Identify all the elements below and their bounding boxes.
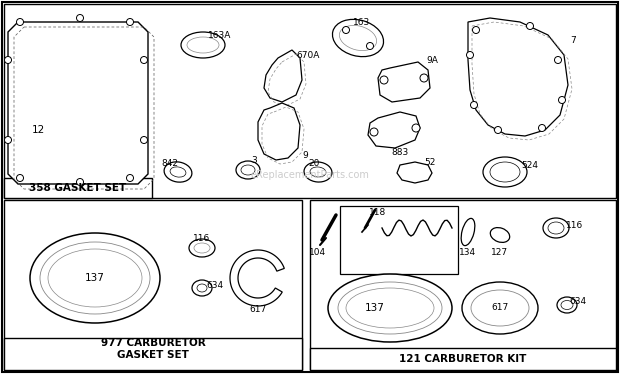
Ellipse shape	[346, 288, 434, 328]
Polygon shape	[264, 50, 302, 102]
Ellipse shape	[554, 56, 562, 64]
Bar	[4, 4, 616, 198]
Ellipse shape	[483, 157, 527, 187]
Ellipse shape	[30, 233, 160, 323]
Text: 9A: 9A	[426, 55, 438, 64]
Ellipse shape	[526, 22, 533, 30]
Ellipse shape	[197, 284, 207, 292]
Ellipse shape	[194, 243, 210, 253]
Bar	[310, 348, 616, 370]
Text: 20: 20	[308, 159, 320, 168]
Text: 670A: 670A	[296, 50, 320, 59]
Ellipse shape	[490, 162, 520, 182]
Ellipse shape	[310, 167, 326, 177]
Ellipse shape	[76, 15, 84, 21]
Ellipse shape	[164, 162, 192, 182]
Text: 9: 9	[302, 150, 308, 159]
Ellipse shape	[561, 300, 573, 310]
Ellipse shape	[559, 96, 565, 104]
Ellipse shape	[304, 162, 332, 182]
Bar	[4, 178, 152, 198]
Bar	[340, 206, 458, 274]
Text: 163A: 163A	[208, 31, 232, 40]
Ellipse shape	[17, 175, 24, 181]
Text: 116: 116	[193, 233, 211, 242]
Ellipse shape	[557, 297, 577, 313]
Text: 121 CARBURETOR KIT: 121 CARBURETOR KIT	[399, 354, 526, 364]
Ellipse shape	[48, 249, 142, 307]
Text: 977 CARBURETOR
GASKET SET: 977 CARBURETOR GASKET SET	[100, 338, 205, 360]
Text: 127: 127	[492, 248, 508, 257]
Polygon shape	[258, 103, 300, 160]
Ellipse shape	[366, 43, 373, 49]
Polygon shape	[378, 62, 430, 102]
Text: 842: 842	[161, 159, 179, 168]
Ellipse shape	[189, 239, 215, 257]
Text: 163: 163	[353, 18, 371, 27]
Text: 3: 3	[251, 156, 257, 165]
Polygon shape	[230, 250, 285, 306]
Ellipse shape	[342, 27, 350, 34]
Ellipse shape	[332, 19, 384, 56]
Ellipse shape	[472, 27, 479, 34]
Ellipse shape	[495, 126, 502, 134]
Ellipse shape	[471, 101, 477, 108]
Text: 883: 883	[391, 147, 409, 156]
Polygon shape	[8, 22, 148, 184]
Text: 7: 7	[570, 36, 576, 45]
Ellipse shape	[471, 290, 529, 326]
Bar	[310, 200, 616, 370]
Text: 12: 12	[32, 125, 45, 135]
Ellipse shape	[126, 175, 133, 181]
Polygon shape	[468, 18, 568, 136]
Ellipse shape	[187, 37, 219, 53]
Text: 137: 137	[365, 303, 385, 313]
Ellipse shape	[181, 32, 225, 58]
Text: 524: 524	[521, 160, 539, 169]
Ellipse shape	[543, 218, 569, 238]
Ellipse shape	[539, 125, 546, 132]
Ellipse shape	[4, 137, 12, 144]
Ellipse shape	[17, 18, 24, 25]
Ellipse shape	[461, 218, 475, 246]
Ellipse shape	[76, 178, 84, 186]
Text: eReplacementParts.com: eReplacementParts.com	[250, 170, 370, 180]
Polygon shape	[368, 112, 420, 148]
Ellipse shape	[236, 161, 260, 179]
Text: 137: 137	[85, 273, 105, 283]
Ellipse shape	[338, 282, 442, 334]
Polygon shape	[397, 162, 432, 183]
Text: 116: 116	[567, 221, 583, 230]
Text: 634: 634	[206, 282, 224, 291]
Bar	[4, 338, 302, 370]
Ellipse shape	[126, 18, 133, 25]
Bar	[4, 200, 302, 370]
Ellipse shape	[380, 76, 388, 84]
Ellipse shape	[4, 56, 12, 64]
Ellipse shape	[241, 165, 255, 175]
Ellipse shape	[462, 282, 538, 334]
Ellipse shape	[141, 56, 148, 64]
Ellipse shape	[339, 25, 376, 50]
Text: 358 GASKET SET: 358 GASKET SET	[29, 183, 126, 193]
Text: 104: 104	[309, 248, 327, 257]
Text: 634: 634	[569, 297, 587, 307]
Ellipse shape	[490, 228, 510, 242]
Text: 52: 52	[424, 157, 436, 166]
Ellipse shape	[548, 222, 564, 234]
Text: 617: 617	[249, 306, 267, 315]
Ellipse shape	[420, 74, 428, 82]
Ellipse shape	[466, 52, 474, 58]
Ellipse shape	[192, 280, 212, 296]
Ellipse shape	[412, 124, 420, 132]
Ellipse shape	[370, 128, 378, 136]
Text: 134: 134	[459, 248, 477, 257]
Ellipse shape	[328, 274, 452, 342]
Ellipse shape	[141, 137, 148, 144]
Text: 617: 617	[492, 303, 508, 313]
Ellipse shape	[40, 242, 150, 314]
Ellipse shape	[170, 167, 186, 177]
Text: 118: 118	[370, 208, 387, 217]
